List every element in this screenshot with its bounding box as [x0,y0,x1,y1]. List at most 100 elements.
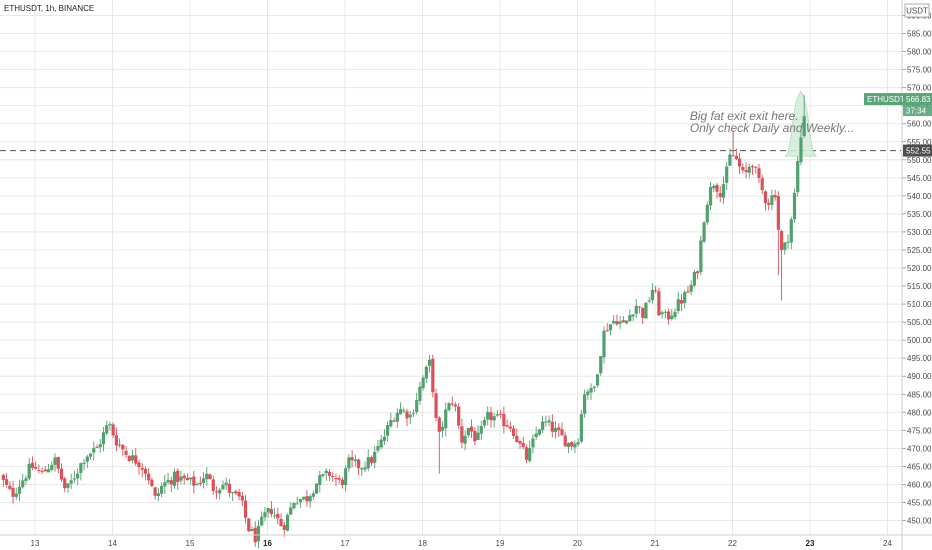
candle[interactable] [292,502,296,510]
candle[interactable] [337,475,341,484]
candle[interactable] [463,430,467,451]
candle[interactable] [495,409,500,417]
candle[interactable] [114,427,118,452]
candle[interactable] [763,189,768,211]
candle[interactable] [524,444,529,464]
candle[interactable] [424,365,428,383]
candle[interactable] [263,507,267,522]
candle[interactable] [311,490,315,500]
candle[interactable] [40,467,44,475]
candle[interactable] [754,166,758,174]
candle[interactable] [402,407,406,414]
candle[interactable] [295,496,299,505]
candle[interactable] [676,291,680,314]
candle[interactable] [382,429,386,445]
candle[interactable] [150,477,154,488]
candle[interactable] [615,314,619,326]
candle[interactable] [243,495,248,524]
candle[interactable] [279,513,283,527]
candle[interactable] [76,468,80,486]
candle[interactable] [231,491,235,501]
candle[interactable] [111,422,115,438]
candle[interactable] [82,459,86,471]
candle[interactable] [589,383,593,400]
candle[interactable] [305,489,309,507]
candle[interactable] [428,354,432,373]
candle[interactable] [350,449,354,468]
bell-shape-drawing[interactable] [784,90,817,157]
candle[interactable] [466,427,470,438]
candle[interactable] [511,424,516,439]
candle[interactable] [570,441,574,451]
candle[interactable] [518,440,522,449]
candle[interactable] [314,483,319,494]
candle[interactable] [88,453,93,460]
candle[interactable] [269,501,273,518]
candle[interactable] [489,406,493,428]
candle[interactable] [127,455,131,463]
candle[interactable] [531,434,535,454]
candle[interactable] [69,473,73,490]
candle[interactable] [276,507,280,525]
candle[interactable] [663,309,667,319]
candle[interactable] [285,513,290,532]
candle[interactable] [266,507,270,518]
candle[interactable] [43,466,47,472]
candle[interactable] [27,457,31,481]
candle[interactable] [492,412,496,428]
candle[interactable] [192,470,196,494]
candle[interactable] [767,198,771,211]
candle[interactable] [66,483,70,493]
candle[interactable] [415,392,419,415]
candle[interactable] [360,467,364,477]
candle[interactable] [444,402,448,437]
candle[interactable] [411,409,416,418]
candle[interactable] [324,467,328,481]
candle[interactable] [421,375,425,391]
candle[interactable] [718,185,722,203]
candle[interactable] [440,421,445,438]
candle[interactable] [731,130,735,157]
candle[interactable] [686,285,690,293]
candle[interactable] [579,409,583,443]
candle[interactable] [347,454,351,472]
candle[interactable] [208,473,212,480]
candle[interactable] [776,191,780,276]
candle[interactable] [95,444,99,448]
candle[interactable] [260,511,264,527]
candle[interactable] [72,470,76,484]
candle[interactable] [544,415,548,427]
candle[interactable] [447,401,451,412]
candle[interactable] [273,507,277,519]
candle[interactable] [563,431,567,447]
candle[interactable] [182,473,186,485]
candle[interactable] [321,473,325,478]
candle[interactable] [583,389,587,418]
candle[interactable] [547,415,551,427]
candle[interactable] [176,468,180,490]
candle[interactable] [353,454,357,467]
candle[interactable] [198,476,202,487]
candle[interactable] [802,94,806,138]
candle[interactable] [331,472,335,482]
candle[interactable] [479,420,483,441]
candle[interactable] [618,315,622,329]
candle[interactable] [537,428,541,436]
candle[interactable] [773,189,777,201]
candle[interactable] [460,418,464,449]
candle[interactable] [595,373,600,388]
candle[interactable] [560,422,564,436]
candle[interactable] [211,475,215,495]
candle[interactable] [247,518,251,533]
candle[interactable] [608,324,613,336]
candle[interactable] [11,481,15,504]
candle[interactable] [434,388,438,422]
time-axis[interactable]: 13 14 15 16 17 18 19 20 21 22 23 24 [31,539,893,548]
candle[interactable] [298,498,303,508]
candle[interactable] [147,467,151,485]
candle[interactable] [702,221,706,244]
candle[interactable] [156,487,160,502]
candle[interactable] [576,438,580,447]
candle[interactable] [234,489,238,495]
